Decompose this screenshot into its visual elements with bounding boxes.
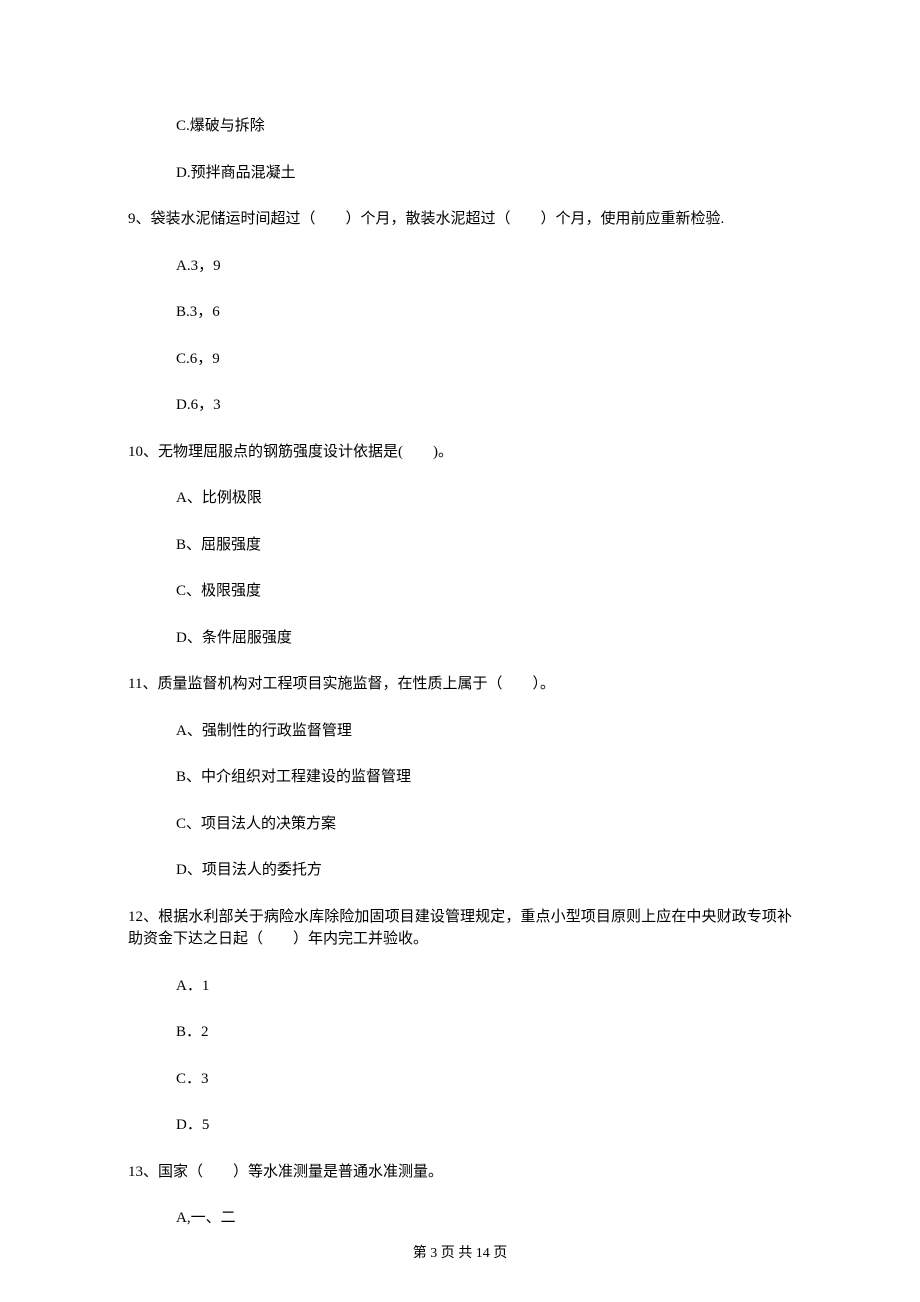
document-content: C.爆破与拆除 D.预拌商品混凝土 9、袋装水泥储运时间超过（ ）个月，散装水泥…	[128, 115, 792, 1230]
question-text: 13、国家（ ）等水准测量是普通水准测量。	[128, 1161, 792, 1184]
option-item: D.预拌商品混凝土	[176, 162, 792, 185]
option-item: C.6，9	[176, 348, 792, 371]
question-text: 11、质量监督机构对工程项目实施监督，在性质上属于（ ）。	[128, 673, 792, 696]
option-item: A、比例极限	[176, 487, 792, 510]
option-item: B、中介组织对工程建设的监督管理	[176, 766, 792, 789]
option-item: D、条件屈服强度	[176, 627, 792, 650]
option-item: B.3，6	[176, 301, 792, 324]
option-item: A、强制性的行政监督管理	[176, 720, 792, 743]
option-item: A,一、二	[176, 1207, 792, 1230]
option-item: C、极限强度	[176, 580, 792, 603]
option-item: C、项目法人的决策方案	[176, 813, 792, 836]
option-item: D.6，3	[176, 394, 792, 417]
option-item: D．5	[176, 1114, 792, 1137]
option-item: B．2	[176, 1021, 792, 1044]
option-item: D、项目法人的委托方	[176, 859, 792, 882]
option-item: A.3，9	[176, 255, 792, 278]
option-item: C.爆破与拆除	[176, 115, 792, 138]
option-item: A．1	[176, 975, 792, 998]
page-footer: 第 3 页 共 14 页	[0, 1242, 920, 1262]
option-item: C．3	[176, 1068, 792, 1091]
question-text: 10、无物理屈服点的钢筋强度设计依据是( )。	[128, 441, 792, 464]
option-item: B、屈服强度	[176, 534, 792, 557]
question-text: 12、根据水利部关于病险水库除险加固项目建设管理规定，重点小型项目原则上应在中央…	[128, 906, 792, 951]
question-text: 9、袋装水泥储运时间超过（ ）个月，散装水泥超过（ ）个月，使用前应重新检验.	[128, 208, 792, 231]
